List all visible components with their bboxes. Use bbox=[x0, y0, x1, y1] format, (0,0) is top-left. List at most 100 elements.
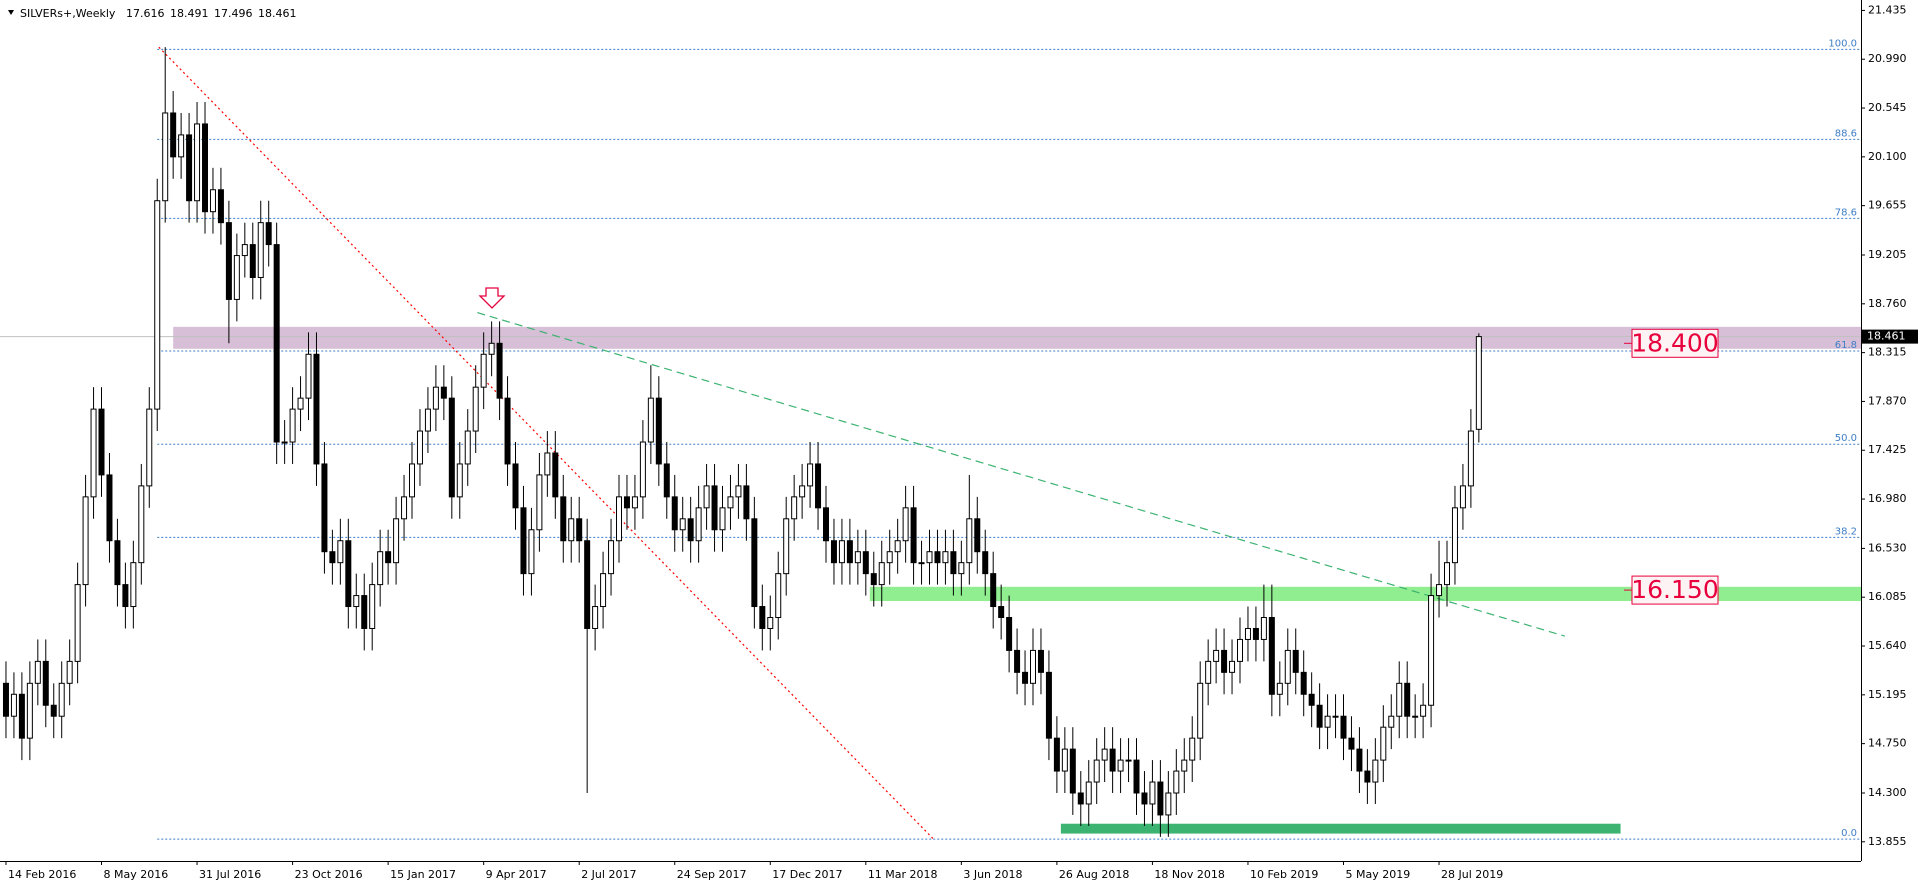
candle-body bbox=[528, 529, 535, 575]
candle-body bbox=[1157, 781, 1164, 816]
menu-triangle bbox=[8, 10, 14, 15]
candle-body bbox=[631, 496, 638, 509]
x-tick-label: 24 Sep 2017 bbox=[677, 868, 747, 881]
candle-body bbox=[1149, 781, 1156, 805]
candle-body bbox=[1109, 748, 1116, 772]
x-tick-label: 31 Jul 2016 bbox=[199, 868, 261, 881]
candle-body bbox=[974, 518, 981, 553]
candle-body bbox=[544, 452, 551, 476]
candle-body bbox=[1069, 748, 1076, 794]
candle-body bbox=[106, 474, 113, 542]
fib-label: 88.6 bbox=[1835, 128, 1857, 139]
candle-body bbox=[186, 134, 193, 202]
price-label: 18.400 bbox=[1631, 328, 1718, 357]
candle-body bbox=[1221, 649, 1228, 673]
x-tick-label: 10 Feb 2019 bbox=[1250, 868, 1318, 881]
candle-body bbox=[894, 540, 901, 553]
candle-body bbox=[265, 222, 272, 246]
candle-body bbox=[1022, 671, 1029, 684]
candle-body bbox=[1364, 770, 1371, 783]
candle-body bbox=[305, 353, 312, 399]
ohlc-open: 17.616 bbox=[126, 7, 165, 20]
candle-body bbox=[504, 397, 511, 465]
candle-body bbox=[600, 573, 607, 608]
candle-body bbox=[1340, 715, 1347, 739]
candle-body bbox=[1284, 649, 1291, 684]
candle-body bbox=[807, 463, 814, 487]
candle-body bbox=[82, 496, 89, 586]
candle-body bbox=[767, 617, 774, 629]
candle-body bbox=[1252, 627, 1259, 640]
candle-body bbox=[1332, 715, 1339, 718]
candle-body bbox=[58, 682, 65, 717]
candle-body bbox=[560, 496, 567, 542]
x-tick-label: 3 Jun 2018 bbox=[963, 868, 1022, 881]
candle-body bbox=[2, 682, 9, 717]
y-tick-label: 17.870 bbox=[1868, 394, 1907, 407]
candle-body bbox=[393, 518, 400, 564]
x-tick-label: 26 Aug 2018 bbox=[1059, 868, 1129, 881]
ohlc-close: 18.461 bbox=[258, 7, 297, 20]
candle-body bbox=[257, 222, 264, 278]
candle-body bbox=[1436, 584, 1443, 597]
price-label-box bbox=[1631, 328, 1719, 358]
candle-body bbox=[1348, 737, 1355, 750]
candle-body bbox=[369, 584, 376, 629]
y-tick-label: 19.205 bbox=[1868, 248, 1907, 261]
current-price-box bbox=[1862, 329, 1918, 344]
candle-body bbox=[536, 474, 543, 531]
candle-body bbox=[385, 551, 392, 564]
candle-body bbox=[990, 573, 997, 608]
candle-body bbox=[1213, 649, 1220, 662]
candle-body bbox=[1141, 792, 1148, 805]
candle-body bbox=[719, 507, 726, 531]
candle-body bbox=[337, 540, 344, 564]
candle-body bbox=[74, 584, 81, 662]
candle-body bbox=[1316, 704, 1323, 728]
candle-body bbox=[663, 463, 670, 498]
fib-label: 78.6 bbox=[1835, 207, 1857, 218]
candle-body bbox=[1085, 781, 1092, 805]
candle-body bbox=[966, 518, 973, 564]
candle-body bbox=[679, 518, 686, 531]
candle-body bbox=[1045, 671, 1052, 739]
candle-body bbox=[926, 551, 933, 564]
candle-body bbox=[1428, 595, 1435, 706]
candle-body bbox=[353, 595, 360, 608]
candle-body bbox=[830, 540, 837, 564]
x-tick-label: 2 Jul 2017 bbox=[581, 868, 636, 881]
candle-body bbox=[1229, 660, 1236, 673]
trendline bbox=[477, 312, 1566, 637]
candle-body bbox=[1420, 704, 1427, 717]
candle-body bbox=[1101, 748, 1108, 761]
y-tick-label: 17.425 bbox=[1868, 443, 1907, 456]
fib-label: 38.2 bbox=[1835, 526, 1857, 537]
candle-body bbox=[1014, 649, 1021, 673]
candle-body bbox=[249, 244, 256, 278]
candle-body bbox=[1173, 770, 1180, 794]
candle-body bbox=[146, 408, 153, 487]
candle-body bbox=[162, 112, 169, 202]
candle-body bbox=[1197, 682, 1204, 739]
arrow-marker bbox=[478, 287, 506, 309]
candle-body bbox=[409, 463, 416, 498]
candle-body bbox=[783, 518, 790, 575]
candle-body bbox=[1300, 671, 1307, 695]
x-tick-label: 11 Mar 2018 bbox=[868, 868, 938, 881]
candle-body bbox=[791, 496, 798, 520]
candle-body bbox=[130, 562, 137, 608]
candle-body bbox=[639, 441, 646, 498]
y-tick-label: 15.640 bbox=[1868, 639, 1907, 652]
candle-body bbox=[934, 551, 941, 564]
candle-body bbox=[1467, 430, 1474, 487]
candle-body bbox=[1396, 682, 1403, 717]
candle-body bbox=[1093, 759, 1100, 783]
candle-body bbox=[552, 452, 559, 498]
candle-body bbox=[154, 200, 161, 410]
x-tick-label: 28 Jul 2019 bbox=[1441, 868, 1503, 881]
candle-body bbox=[480, 353, 487, 388]
candle-body bbox=[623, 496, 630, 509]
candle-body bbox=[520, 507, 527, 575]
candle-body bbox=[194, 123, 201, 202]
candle-body bbox=[1117, 759, 1124, 772]
